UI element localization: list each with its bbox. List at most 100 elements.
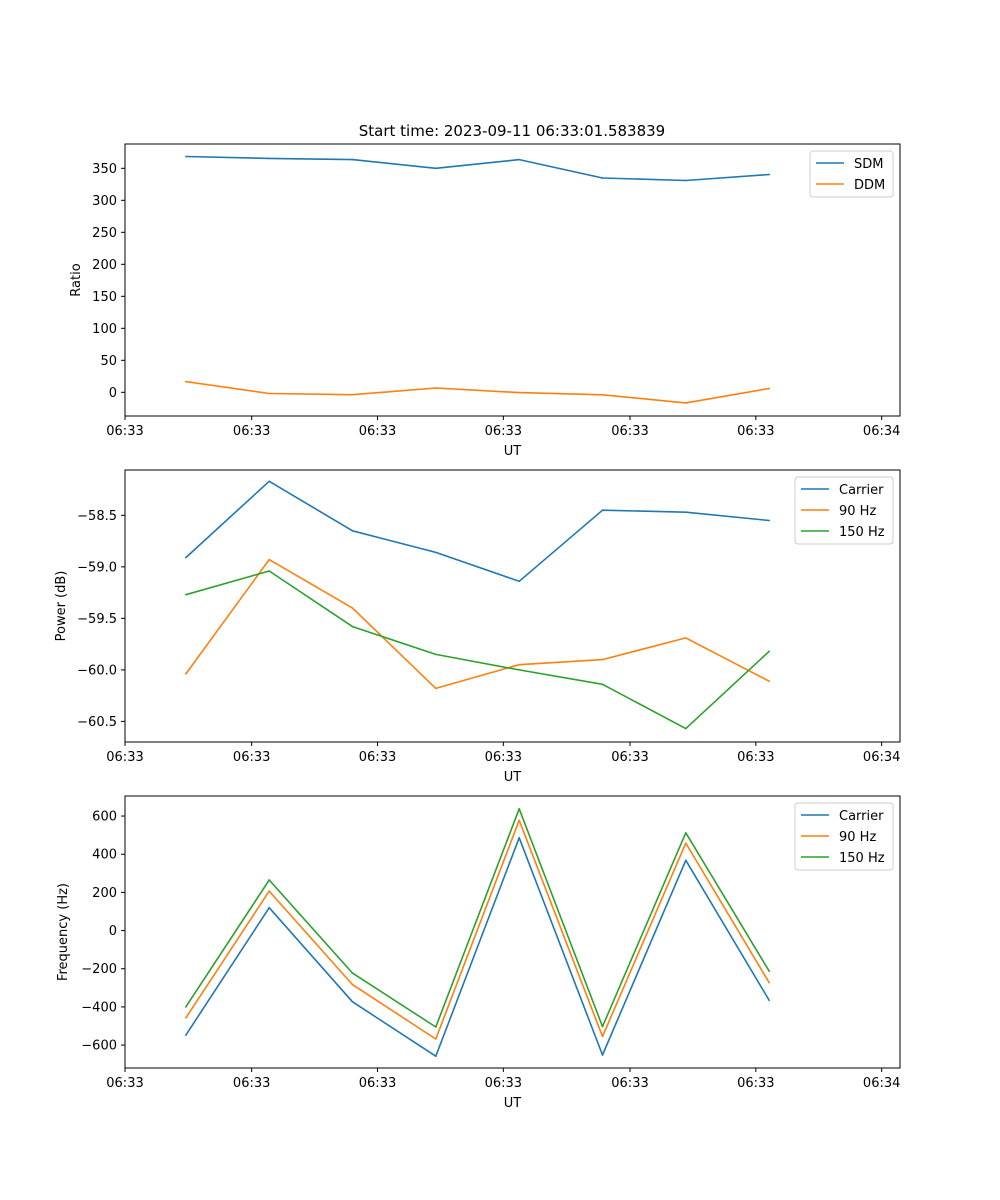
legend-label-carrier: Carrier [839, 809, 884, 824]
data-point-150-hz [518, 669, 520, 671]
x-tick-label: 06:33 [485, 750, 522, 765]
data-point-carrier [435, 551, 437, 554]
data-point-carrier [185, 556, 187, 559]
data-point-90-hz [518, 819, 520, 822]
data-point-90-hz [351, 983, 354, 986]
y-tick-label: 200 [92, 258, 117, 273]
legend-label-ddm: DDM [854, 178, 885, 193]
x-tick-label: 06:33 [233, 424, 270, 439]
data-point-ddm [518, 391, 520, 394]
series-line-carrier [185, 480, 770, 583]
data-point-150-hz [685, 727, 687, 730]
series-line-150-hz [185, 807, 770, 1028]
y-tick-label: 200 [92, 886, 117, 901]
data-point-150-hz [768, 650, 770, 653]
data-point-ddm [351, 393, 354, 396]
x-axis-label: UT [504, 444, 522, 459]
y-tick-label: 400 [92, 848, 117, 863]
series-line-150-hz [185, 570, 770, 730]
data-point-sdm [518, 158, 520, 161]
data-point-carrier [685, 511, 687, 514]
data-point-sdm [351, 158, 354, 161]
data-point-90-hz [185, 673, 187, 675]
x-tick-label: 06:33 [485, 424, 522, 439]
data-point-carrier [768, 999, 770, 1002]
data-point-90-hz [518, 663, 520, 666]
data-point-90-hz [185, 1017, 187, 1019]
data-point-90-hz [435, 687, 437, 690]
data-point-sdm [268, 157, 270, 160]
y-axis-label: Frequency (Hz) [56, 883, 71, 981]
power-subplot: 06:33 06:33 06:33 06:33 06:33 06:33 06:34 −60.5… [54, 469, 901, 785]
data-point-150-hz [435, 1026, 437, 1028]
series-line-90-hz [185, 558, 770, 690]
data-point-sdm [435, 167, 437, 170]
y-tick-label: −60.0 [77, 663, 117, 678]
data-point-carrier [185, 1034, 187, 1036]
data-point-150-hz [768, 970, 770, 973]
x-tick-label: 06:33 [359, 1076, 396, 1091]
y-tick-label: −60.5 [77, 715, 117, 730]
data-point-carrier [351, 1000, 354, 1003]
data-point-sdm [685, 179, 687, 182]
series-line-carrier [185, 836, 770, 1057]
legend-box [794, 802, 894, 871]
data-point-carrier [685, 859, 687, 862]
y-tick-label: −400 [81, 1000, 117, 1015]
y-tick-label: 150 [92, 290, 117, 305]
data-point-ddm [435, 387, 437, 389]
y-tick-label: 0 [109, 924, 117, 939]
data-point-ddm [768, 387, 770, 390]
y-tick-label: 100 [92, 322, 117, 337]
legend-label-150-hz: 150 Hz [839, 525, 885, 540]
legend-box [794, 476, 894, 545]
data-point-150-hz [601, 1025, 604, 1028]
data-point-carrier [268, 480, 270, 483]
data-point-carrier [435, 1055, 437, 1057]
data-point-90-hz [268, 558, 270, 561]
x-tick-label: 06:33 [359, 750, 396, 765]
data-point-90-hz [268, 890, 270, 892]
x-tick-label: 06:34 [863, 1076, 900, 1091]
y-tick-label: −200 [81, 962, 117, 977]
data-point-carrier [601, 1054, 604, 1056]
x-tick-label: 06:34 [863, 424, 900, 439]
legend-label-carrier: Carrier [839, 483, 884, 498]
x-tick-label: 06:33 [106, 424, 143, 439]
x-axis-label: UT [504, 1096, 522, 1111]
data-point-carrier [518, 580, 520, 583]
y-tick-label: 0 [109, 386, 117, 401]
ratio-subplot: 06:33 06:33 06:33 06:33 06:33 06:33 06:34 0 50 10… [69, 143, 901, 459]
y-tick-label: −59.5 [77, 612, 117, 627]
data-point-90-hz [351, 607, 354, 609]
data-point-90-hz [601, 1035, 604, 1038]
data-point-sdm [768, 173, 770, 176]
data-point-90-hz [768, 680, 770, 683]
data-point-ddm [185, 380, 187, 383]
legend-label-90-hz: 90 Hz [839, 504, 876, 519]
series-line-90-hz [185, 819, 770, 1040]
data-point-150-hz [351, 625, 354, 628]
y-tick-label: 250 [92, 226, 117, 241]
x-tick-label: 06:33 [611, 1076, 648, 1091]
data-point-carrier [268, 906, 270, 909]
y-tick-label: −58.5 [77, 509, 117, 524]
data-point-150-hz [435, 653, 437, 656]
y-axis-label: Power (dB) [54, 571, 69, 642]
x-tick-label: 06:33 [611, 424, 648, 439]
series-line-ddm [185, 380, 770, 404]
data-point-sdm [185, 155, 187, 158]
data-point-carrier [601, 509, 604, 511]
x-tick-label: 06:34 [863, 750, 900, 765]
x-tick-label: 06:33 [106, 750, 143, 765]
y-tick-label: 600 [92, 810, 117, 825]
series-line-sdm [185, 155, 770, 182]
x-tick-label: 06:33 [233, 1076, 270, 1091]
x-tick-label: 06:33 [737, 750, 774, 765]
x-tick-label: 06:33 [485, 1076, 522, 1091]
data-point-ddm [268, 392, 270, 395]
data-point-150-hz [601, 683, 604, 686]
data-point-sdm [601, 177, 604, 179]
frequency-subplot: 06:33 06:33 06:33 06:33 06:33 06:33 06:34 −600 −… [56, 795, 901, 1111]
